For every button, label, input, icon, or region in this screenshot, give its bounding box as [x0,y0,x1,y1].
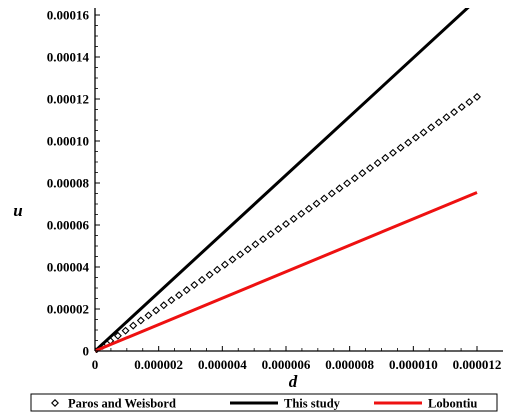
data-point [381,153,390,162]
data-point [465,98,474,106]
y-tick-label: 0.00006 [47,218,90,233]
series-this-study [95,8,470,353]
data-point [358,169,367,178]
data-point [282,219,290,228]
data-point [350,174,359,183]
x-tick-label: 0.000006 [262,357,311,372]
data-point [304,204,313,213]
data-point [404,138,413,147]
x-tick-label: 0.000010 [389,357,438,372]
x-tick-label: 0.000004 [198,357,247,372]
legend-symbol [51,399,59,407]
data-point [388,148,397,157]
data-point [159,301,168,310]
y-tick-label: 0.00016 [47,8,90,23]
legend-label: Lobontiu [428,397,477,411]
y-tick-label: 0.00002 [47,302,89,317]
data-point [259,235,268,244]
data-point [366,164,375,173]
legend-items: Paros and Weisbord This study Lobontiu [51,397,477,411]
data-point [236,250,245,259]
y-axis-label: u [13,201,22,220]
x-tick-label: 0 [92,357,99,372]
x-tick-label: 0.000002 [134,357,183,372]
series-line [95,8,470,353]
data-point [274,225,283,234]
data-point [343,179,352,188]
data-point [182,286,191,294]
data-point [312,199,321,208]
data-point [129,321,138,330]
data-point [327,189,336,198]
data-point [427,123,436,132]
x-tick-label: 0.000012 [453,357,502,372]
y-tick-label: 0 [83,344,90,359]
data-point [335,184,344,193]
x-tick-label: 0.000008 [325,357,374,372]
data-point [297,209,306,218]
data-point [121,326,130,335]
data-point [411,133,420,142]
legend: Paros and Weisbord This study Lobontiu [30,393,498,412]
data-point [450,108,459,117]
data-point [152,306,161,315]
data-point [113,331,122,340]
data-point [136,316,145,325]
data-point [457,103,466,112]
data-point [243,245,252,254]
data-point [419,128,428,137]
data-point [442,113,451,122]
data-point [251,240,260,249]
data-point [373,158,382,167]
y-tick-label: 0.00010 [47,134,89,149]
legend-label: Paros and Weisbord [68,397,176,411]
data-point [197,275,206,284]
data-point [320,194,329,203]
data-point [213,265,222,274]
axes [94,8,503,352]
series-lobontiu [95,191,478,353]
data-point [396,143,405,152]
data-point [228,255,237,264]
data-point [289,214,298,223]
data-point [190,280,199,289]
series-line [95,191,478,353]
y-tick-label: 0.00012 [47,92,89,107]
data-point [175,291,184,300]
data-point [434,118,443,127]
y-tick-label: 0.00008 [47,176,90,191]
legend-label: This study [284,397,341,411]
data-point [473,92,481,101]
data-point [167,296,176,305]
data-point [266,230,275,239]
y-tick-label: 0.00014 [47,50,90,65]
y-tick-label: 0.00004 [47,260,90,275]
data-point [144,311,153,320]
data-point [220,260,229,269]
series-layer [95,8,481,353]
x-axis-label: d [289,372,298,391]
data-point [205,270,214,279]
series-paros-and-weisbord [95,92,481,353]
ticks: 0 0.00002 0.00004 0.00006 0.00008 0.00010 0.00… [47,8,502,373]
